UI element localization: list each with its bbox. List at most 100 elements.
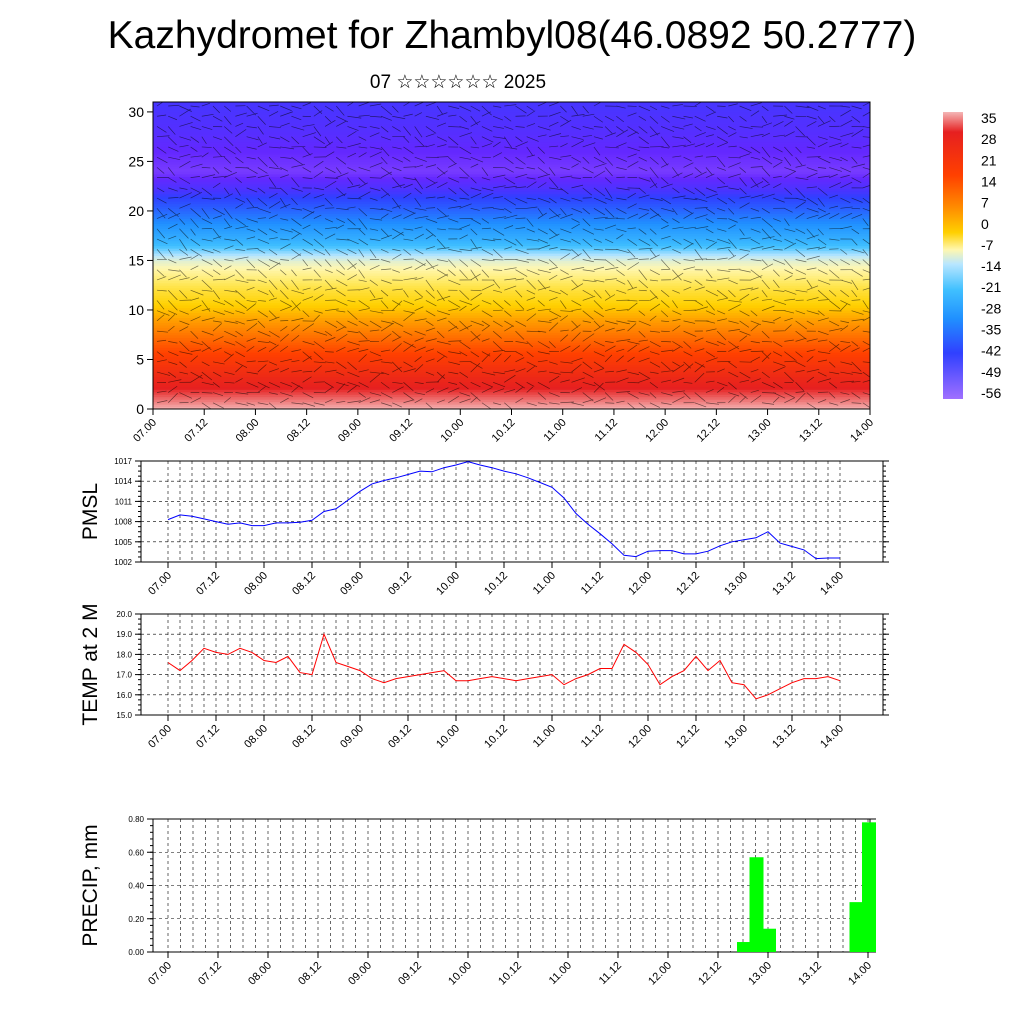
wind-barb [246,303,257,311]
wind-barb [313,310,323,314]
x-tick-label: 11.00 [541,417,568,444]
heatmap-band [153,404,870,408]
wind-barb [459,398,471,404]
wind-barb [470,187,482,192]
wind-barb [190,163,203,168]
wind-barb [403,277,418,281]
wind-barb [302,146,311,156]
wind-barb [280,122,290,127]
wind-barb [784,228,796,233]
wind-barb [840,289,850,298]
wind-barb [616,348,625,352]
wind-barb [784,275,793,281]
wind-barb [223,353,234,363]
wind-barb [717,277,730,281]
wind-barb [448,361,460,365]
wind-barb [582,392,594,402]
wind-barb [739,396,747,404]
wind-barb [335,259,346,270]
wind-barb [660,177,669,185]
x-tick-label: 09.00 [338,570,366,598]
wind-barb [672,144,686,148]
wind-barb [761,146,771,158]
wind-barb [817,116,825,124]
wind-barb [593,266,605,271]
wind-barb [190,289,204,296]
x-tick-label: 12.00 [643,417,671,445]
wind-barb [291,207,302,211]
wind-barb [605,266,619,271]
x-tick-label: 09.00 [336,417,364,445]
wind-barb [336,187,346,197]
wind-barb [560,345,571,352]
wind-barb [504,136,513,149]
wind-barb [167,208,179,217]
wind-barb [795,201,806,209]
wind-barb [280,156,292,159]
wind-barb [705,341,719,346]
wind-barb [560,310,573,312]
wind-barb [694,361,706,368]
wind-barb [425,234,434,240]
wind-barb [504,197,516,206]
wind-barb [437,259,449,263]
wind-barb [694,167,702,174]
wind-barb [492,381,506,388]
wind-barb [661,246,672,250]
wind-barb [537,402,548,405]
wind-barb [190,330,199,339]
wind-barb [347,320,358,326]
wind-barb [660,115,670,123]
wind-barb [638,156,647,162]
wind-barb [201,308,211,312]
wind-barb [212,136,222,141]
wind-barb [705,402,719,405]
wind-barb [705,289,719,297]
wind-barb [840,341,851,344]
wind-barb [638,310,646,316]
wind-barb [627,381,640,384]
wind-barb [829,173,838,178]
wind-barb [481,105,492,116]
wind-barb [212,175,227,178]
wind-barb [358,287,370,291]
wind-barb [336,333,348,342]
wind-barb [717,246,731,250]
wind-barb [380,402,393,407]
wind-barb [526,197,537,200]
wind-barb [257,248,266,254]
wind-barb [268,316,280,322]
wind-barb [548,111,561,117]
wind-barb [571,177,581,179]
wind-barb [638,247,653,250]
wind-barb [593,382,606,391]
wind-barb [392,126,401,132]
wind-barb [369,320,382,328]
wind-barb [358,320,369,327]
wind-barb [504,177,516,185]
wind-barb [604,187,613,199]
wind-barb [661,320,670,323]
wind-barb [347,274,358,281]
wind-barb [313,259,322,267]
wind-barb [593,170,606,178]
wind-barb [840,167,852,173]
x-tick-label: 09.12 [386,570,414,598]
wind-barb [537,308,551,312]
heatmap-band [153,349,870,353]
wind-barb [257,187,266,194]
wind-barb [459,203,472,209]
wind-barb [638,212,649,219]
x-tick-label: 13.00 [746,960,774,988]
y-tick-label: 17.0 [116,671,132,680]
wind-barb [223,136,234,146]
wind-barb [548,375,560,383]
wind-barb [683,242,694,250]
wind-barb [728,345,739,352]
wind-barb [190,155,202,158]
wind-barb [705,328,717,332]
wind-barb [190,371,203,379]
wind-barb [504,325,514,332]
wind-barb [593,248,604,251]
wind-barb [392,146,402,150]
